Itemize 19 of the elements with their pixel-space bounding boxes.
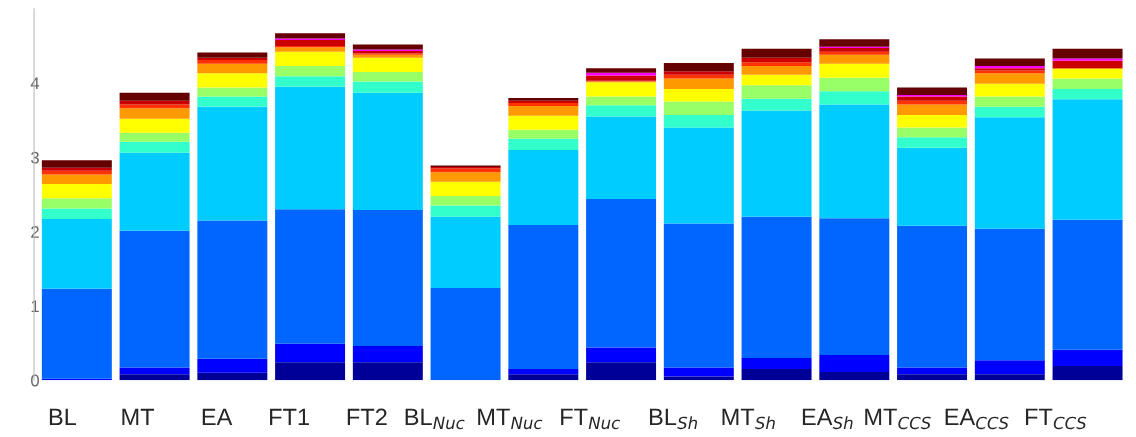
y-tick-label: 1 [31, 300, 39, 312]
x-tick-label: MT$_{Nuc}$ [478, 408, 543, 430]
x-tick-label: MT [122, 408, 155, 426]
x-tick-label: FT$_{CCS}$ [1025, 408, 1087, 430]
x-tick-label: MT$_{Sh}$ [722, 408, 775, 430]
x-tick-label: MT$_{CCS}$ [865, 408, 931, 430]
x-tick-label: BL [49, 408, 77, 426]
x-tick-label: FT1 [270, 408, 309, 426]
y-tick-label: 0 [31, 374, 39, 387]
x-tick-label: EA$_{CCS}$ [945, 408, 1009, 430]
x-tick-label: FT$_{Nuc}$ [561, 408, 620, 430]
y-tick-label: 3 [31, 151, 39, 164]
x-tick-label: FT2 [347, 408, 387, 426]
x-tick-label: BL$_{Sh}$ [649, 408, 698, 430]
x-tick-label: EA [202, 408, 233, 426]
x-tick-label: EA$_{Sh}$ [802, 408, 853, 430]
y-tick-label: 2 [31, 226, 39, 238]
x-tick-label: BL$_{Nuc}$ [405, 408, 465, 430]
y-tick-label: 4 [30, 77, 40, 90]
